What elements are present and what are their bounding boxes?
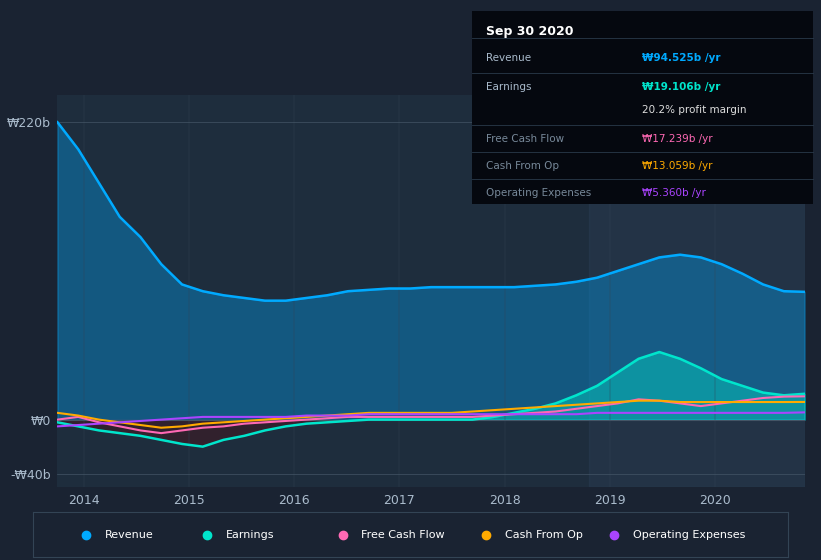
Text: Cash From Op: Cash From Op bbox=[505, 530, 583, 540]
Text: Free Cash Flow: Free Cash Flow bbox=[361, 530, 445, 540]
Bar bbox=[589, 95, 805, 487]
Text: Free Cash Flow: Free Cash Flow bbox=[486, 134, 564, 144]
Text: ₩19.106b /yr: ₩19.106b /yr bbox=[643, 82, 721, 91]
Text: Revenue: Revenue bbox=[486, 53, 531, 63]
Text: Earnings: Earnings bbox=[486, 82, 531, 91]
Text: Earnings: Earnings bbox=[226, 530, 274, 540]
Text: Sep 30 2020: Sep 30 2020 bbox=[486, 25, 573, 38]
Text: Operating Expenses: Operating Expenses bbox=[633, 530, 745, 540]
Text: ₩13.059b /yr: ₩13.059b /yr bbox=[643, 161, 713, 171]
Text: ₩94.525b /yr: ₩94.525b /yr bbox=[643, 53, 721, 63]
Text: Cash From Op: Cash From Op bbox=[486, 161, 559, 171]
Text: ₩17.239b /yr: ₩17.239b /yr bbox=[643, 134, 713, 144]
Text: ₩5.360b /yr: ₩5.360b /yr bbox=[643, 188, 706, 198]
Text: 20.2% profit margin: 20.2% profit margin bbox=[643, 105, 747, 115]
Text: Operating Expenses: Operating Expenses bbox=[486, 188, 591, 198]
Text: Revenue: Revenue bbox=[104, 530, 154, 540]
